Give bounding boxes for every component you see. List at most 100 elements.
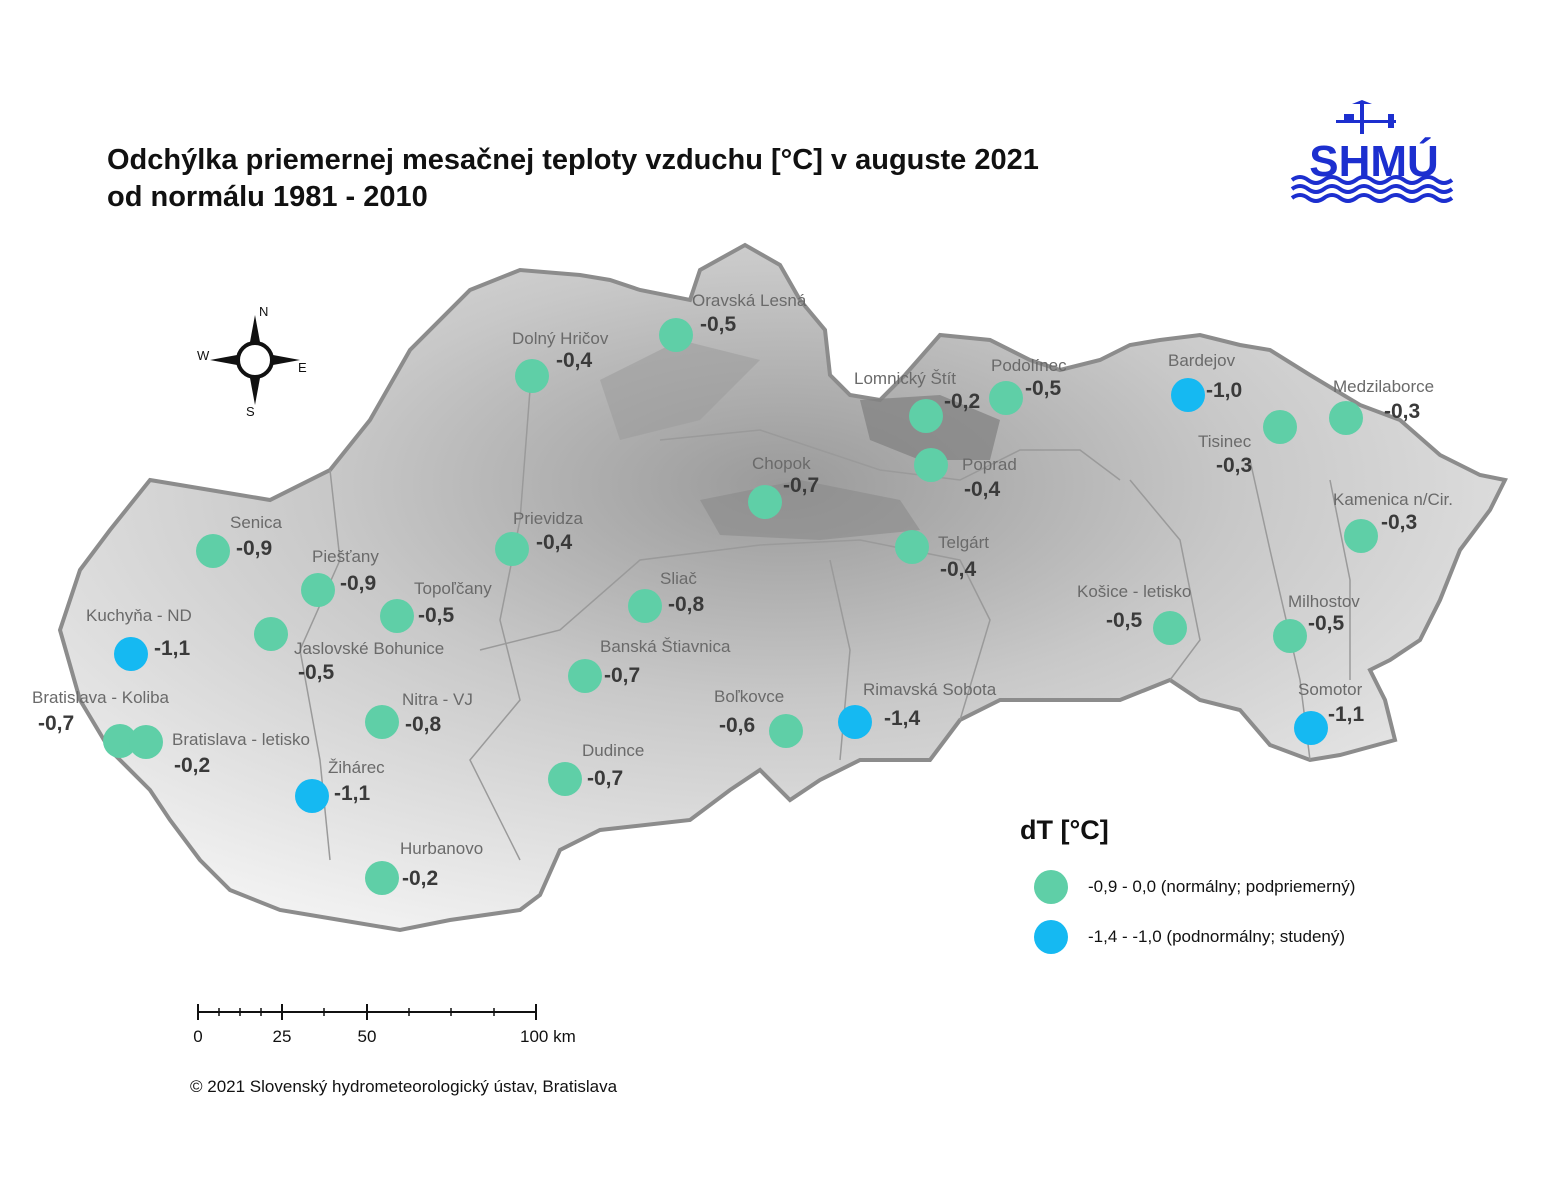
station-rimavska-sobota: Rimavská Sobota -1,4	[838, 680, 997, 739]
station-name-label: Kamenica n/Cir.	[1333, 490, 1453, 509]
station-marker	[1329, 401, 1363, 435]
station-value-label: -0,7	[783, 474, 819, 497]
station-value-label: -1,1	[154, 637, 191, 660]
station-topolcany: Topoľčany -0,5	[380, 579, 492, 633]
compass-east-arrow-icon	[273, 355, 300, 365]
station-name-label: Milhostov	[1288, 592, 1360, 611]
station-marker	[515, 359, 549, 393]
station-tisinec: Tisinec -0,3	[1198, 410, 1297, 477]
station-marker	[301, 573, 335, 607]
station-name-label: Jaslovské Bohunice	[294, 639, 444, 658]
station-dudince: Dudince -0,7	[548, 741, 644, 796]
station-marker	[114, 637, 148, 671]
station-piestany: Piešťany -0,9	[301, 547, 379, 607]
station-marker	[103, 724, 137, 758]
station-name-label: Hurbanovo	[400, 839, 483, 858]
station-value-label: -0,4	[964, 478, 1001, 501]
legend-dot-cold	[1034, 920, 1068, 954]
station-kamenica-n-cir: Kamenica n/Cir. -0,3	[1333, 490, 1453, 553]
station-value-label: -0,5	[298, 661, 335, 684]
station-hurbanovo: Hurbanovo -0,2	[365, 839, 483, 895]
fatra-shading	[600, 340, 760, 440]
station-value-label: -0,7	[587, 767, 623, 790]
station-value-label: -0,9	[340, 572, 376, 595]
region-boundaries	[299, 389, 1351, 861]
station-marker	[365, 705, 399, 739]
station-name-label: Chopok	[752, 454, 811, 473]
station-marker	[1171, 378, 1205, 412]
station-milhostov: Milhostov-0,5	[1273, 592, 1360, 653]
station-value-label: -0,7	[604, 664, 640, 687]
map-title: Odchýlka priemernej mesačnej teploty vzd…	[107, 142, 1039, 216]
station-value-label: -0,5	[1308, 612, 1345, 635]
scale-label-50: 50	[358, 1027, 377, 1046]
station-senica: Senica -0,9	[196, 513, 283, 568]
station-bolkovce: Boľkovce -0,6	[714, 687, 803, 748]
station-podolinec: Podolínec -0,5	[989, 356, 1067, 415]
station-value-label: -0,8	[668, 593, 705, 616]
station-value-label: -1,0	[1206, 379, 1242, 402]
station-value-label: -0,4	[536, 531, 573, 554]
station-marker	[1294, 711, 1328, 745]
station-name-label: Prievidza	[513, 509, 583, 528]
station-name-label: Senica	[230, 513, 283, 532]
station-marker	[380, 599, 414, 633]
legend-dot-normal	[1034, 870, 1068, 904]
station-name-label: Piešťany	[312, 547, 379, 566]
station-lomnicky-stit: Lomnický Štít -0,2	[854, 369, 980, 433]
station-name-label: Sliač	[660, 569, 697, 588]
station-kuchyna-nd: Kuchyňa - ND -1,1	[86, 606, 192, 671]
station-marker	[628, 589, 662, 623]
station-value-label: -0,3	[1381, 511, 1417, 534]
station-markers: Oravská Lesná -0,5 Dolný Hričov -0,4 Lomnick…	[32, 291, 1453, 895]
station-name-label: Bardejov	[1168, 351, 1236, 370]
station-marker	[1263, 410, 1297, 444]
copyright-text: © 2021 Slovenský hydrometeorologický úst…	[190, 1077, 618, 1096]
station-name-label: Lomnický Štít	[854, 369, 956, 388]
station-marker	[838, 705, 872, 739]
station-sliac: Sliač -0,8	[628, 569, 705, 623]
station-value-label: -0,3	[1216, 454, 1252, 477]
compass-n-label: N	[259, 304, 268, 319]
station-name-label: Somotor	[1298, 680, 1363, 699]
station-name-label: Bratislava - Koliba	[32, 688, 170, 707]
scale-label-0: 0	[193, 1027, 202, 1046]
station-name-label: Podolínec	[991, 356, 1067, 375]
compass-rose: N S W E	[197, 304, 307, 419]
station-somotor: Somotor -1,1	[1294, 680, 1365, 745]
station-value-label: -0,5	[700, 313, 737, 336]
station-name-label: Oravská Lesná	[692, 291, 807, 310]
shmu-logo: SHMÚ	[1288, 98, 1460, 204]
station-marker	[568, 659, 602, 693]
station-value-label: -1,1	[334, 782, 371, 805]
compass-e-label: E	[298, 360, 307, 375]
station-bardejov: Bardejov -1,0	[1168, 351, 1242, 412]
legend-label-cold: -1,4 - -1,0 (podnormálny; studený)	[1088, 927, 1346, 946]
station-marker	[989, 381, 1023, 415]
map-title-line-1: Odchýlka priemernej mesačnej teploty vzd…	[107, 144, 1039, 176]
station-value-label: -1,4	[884, 707, 921, 730]
station-name-label: Košice - letisko	[1077, 582, 1191, 601]
station-name-label: Dolný Hričov	[512, 329, 609, 348]
station-value-label: -0,8	[405, 713, 442, 736]
station-value-label: -0,9	[236, 537, 272, 560]
station-value-label: -0,5	[1106, 609, 1143, 632]
station-marker	[659, 318, 693, 352]
compass-west-arrow-icon	[210, 355, 237, 365]
compass-south-arrow-icon	[250, 378, 260, 405]
station-marker	[548, 762, 582, 796]
station-value-label: -0,2	[174, 754, 210, 777]
station-marker	[365, 861, 399, 895]
station-jaslovske-bohunice: Jaslovské Bohunice -0,5	[254, 617, 444, 684]
station-name-label: Boľkovce	[714, 687, 784, 706]
station-name-label: Rimavská Sobota	[863, 680, 997, 699]
station-nitra-vj: Nitra - VJ -0,8	[365, 690, 473, 739]
station-ziharec: Žihárec -1,1	[295, 758, 385, 813]
station-medzilaborce: Medzilaborce -0,3	[1329, 377, 1434, 435]
station-marker	[769, 714, 803, 748]
station-value-label: -0,5	[1025, 377, 1062, 400]
station-name-label: Banská Štiavnica	[600, 637, 731, 656]
station-bratislava-koliba: Bratislava - Koliba -0,7	[32, 688, 170, 758]
compass-north-arrow-icon	[250, 315, 260, 342]
station-marker	[1273, 619, 1307, 653]
